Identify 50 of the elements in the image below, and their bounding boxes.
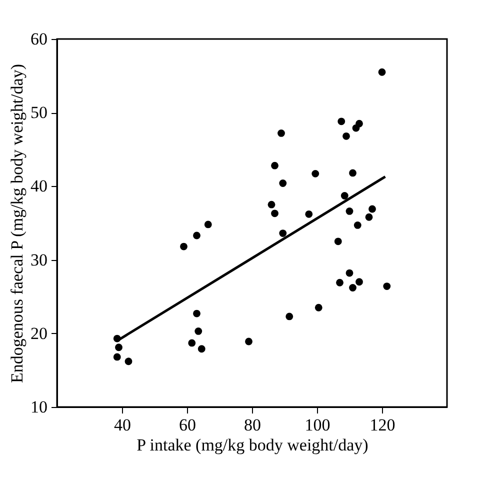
point: [336, 278, 344, 286]
point: [346, 269, 354, 277]
point: [193, 232, 200, 240]
y-tick-label: 30: [30, 250, 48, 270]
point: [193, 310, 200, 318]
point: [342, 132, 350, 140]
x-axis-title: P intake (mg/kg body weight/day): [136, 436, 368, 454]
point: [115, 344, 122, 352]
y-tick-label: 10: [30, 398, 48, 416]
y-tick-label: 50: [30, 103, 48, 122]
x-tick-label: 80: [244, 416, 261, 434]
point: [365, 213, 373, 221]
point: [349, 169, 356, 177]
point: [198, 345, 206, 353]
point: [383, 282, 391, 290]
point: [354, 222, 362, 229]
point: [194, 327, 202, 335]
point: [356, 278, 363, 286]
point: [188, 339, 196, 347]
y-tick-label: 20: [30, 324, 48, 343]
y-tick-label: 60: [30, 30, 48, 48]
y-axis-title: Endogenous faecal P (mg/kg body weight/day): [8, 64, 26, 383]
point: [312, 170, 320, 178]
point: [278, 130, 285, 137]
point: [314, 304, 322, 312]
point: [368, 205, 376, 213]
y-tick-label: 40: [30, 176, 48, 196]
point: [334, 238, 342, 246]
point: [356, 120, 363, 128]
point: [338, 118, 346, 126]
point: [279, 180, 287, 187]
point: [286, 312, 294, 320]
point: [180, 242, 188, 250]
point: [124, 358, 132, 366]
point: [204, 220, 212, 228]
point: [268, 200, 276, 208]
x-tick-label: 100: [304, 416, 330, 434]
point: [113, 353, 121, 361]
point: [349, 284, 356, 292]
x-tick-label: 120: [370, 416, 396, 434]
x-tick-label: 60: [179, 416, 196, 434]
point: [245, 338, 252, 346]
point: [279, 230, 287, 238]
point: [305, 210, 313, 218]
point: [271, 210, 278, 218]
point: [378, 68, 386, 76]
point: [271, 162, 278, 170]
point: [340, 192, 348, 200]
x-tick-label: 40: [114, 416, 131, 434]
point: [346, 208, 354, 215]
